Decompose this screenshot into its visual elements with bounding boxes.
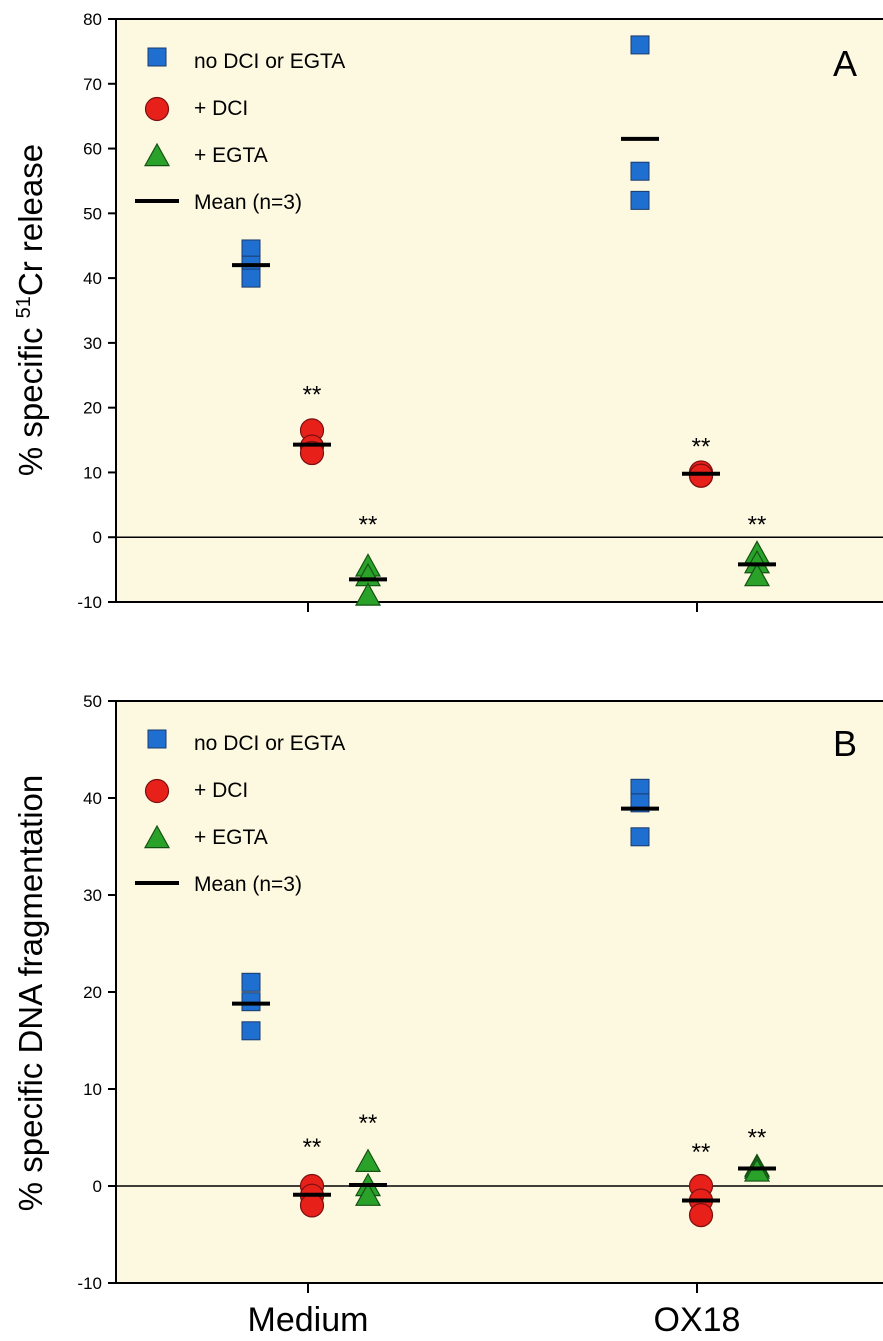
panel-b: -10 0 10 20 30 40 50 ** ** ** ** no DCI or EGTA + … <box>12 692 883 1293</box>
y-axis-a: -10 0 10 20 30 40 50 60 70 80 <box>77 10 883 612</box>
y-tick-label-b: -10 <box>77 1274 102 1293</box>
panel-a: -10 0 10 20 30 40 50 60 70 80 ** ** ** ** no DCI or … <box>12 10 883 612</box>
legend-label-egta-a: + EGTA <box>194 144 268 167</box>
panel-letter-a: A <box>833 43 857 84</box>
legend-no-icon-b <box>147 729 167 749</box>
y-tick-label-a: 50 <box>83 204 102 223</box>
y-axis-label-b: % specific DNA fragmentation <box>12 775 49 1212</box>
no-point-a <box>630 35 650 55</box>
no-point-b <box>630 827 650 847</box>
legend-egta-icon-a <box>143 142 171 167</box>
y-tick-label-b: 50 <box>83 692 102 711</box>
y-axis-label-a: % specific 51Cr release <box>12 144 49 476</box>
significance-marker-a: ** <box>303 382 322 409</box>
y-tick-label-a: 40 <box>83 269 102 288</box>
panel-letter-b: B <box>833 723 857 764</box>
y-tick-label-a: 80 <box>83 10 102 29</box>
y-tick-label-a: 60 <box>83 140 102 159</box>
legend-dci-icon-a <box>144 96 170 122</box>
x-category-label-ox18: OX18 <box>654 1301 741 1339</box>
significance-marker-a: ** <box>748 511 767 538</box>
no-point-a <box>241 239 261 259</box>
data-marks-a: ** ** ** ** <box>232 35 776 606</box>
no-point-b <box>241 972 261 992</box>
legend-egta-icon-b <box>143 824 171 849</box>
legend-label-mean-b: Mean (n=3) <box>194 873 302 896</box>
egta-point-b <box>354 1182 382 1206</box>
no-point-b <box>241 1021 261 1041</box>
plot-area-a <box>116 19 883 602</box>
significance-marker-b: ** <box>748 1125 767 1152</box>
y-tick-label-a: -10 <box>77 593 102 612</box>
legend-a: no DCI or EGTA + DCI + EGTA Mean (n=3) <box>135 47 345 214</box>
data-marks-b: ** ** ** ** <box>232 778 776 1228</box>
dci-point-b <box>688 1202 714 1228</box>
egta-point-a <box>354 582 382 606</box>
significance-marker-b: ** <box>303 1134 322 1161</box>
legend-dci-icon-b <box>144 778 170 804</box>
legend-label-dci-b: + DCI <box>194 779 248 802</box>
y-tick-label-a: 0 <box>93 528 102 547</box>
significance-marker-a: ** <box>359 511 378 538</box>
egta-point-b <box>354 1148 382 1172</box>
no-point-a <box>630 190 650 210</box>
egta-point-a <box>743 562 771 587</box>
y-tick-label-a: 20 <box>83 399 102 418</box>
no-point-a <box>241 268 261 288</box>
legend-label-no-b: no DCI or EGTA <box>194 732 345 755</box>
x-category-label-medium: Medium <box>248 1301 369 1339</box>
legend-label-mean-a: Mean (n=3) <box>194 191 302 214</box>
y-tick-label-a: 30 <box>83 334 102 353</box>
significance-marker-a: ** <box>692 434 711 461</box>
legend-label-no-a: no DCI or EGTA <box>194 50 345 73</box>
legend-label-egta-b: + EGTA <box>194 826 268 849</box>
no-point-a <box>630 161 650 181</box>
y-tick-label-b: 30 <box>83 886 102 905</box>
y-tick-label-a: 10 <box>83 463 102 482</box>
significance-marker-b: ** <box>692 1139 711 1166</box>
y-tick-label-a: 70 <box>83 75 102 94</box>
y-tick-label-b: 10 <box>83 1080 102 1099</box>
significance-marker-b: ** <box>359 1110 378 1137</box>
dci-point-b <box>299 1193 325 1218</box>
y-tick-label-b: 0 <box>93 1177 102 1196</box>
y-tick-label-b: 20 <box>83 983 102 1002</box>
legend-label-dci-a: + DCI <box>194 97 248 120</box>
dci-point-a <box>299 440 325 466</box>
y-axis-b: -10 0 10 20 30 40 50 <box>77 692 883 1293</box>
legend-b: no DCI or EGTA + DCI + EGTA Mean (n=3) <box>135 729 345 896</box>
legend-no-icon-a <box>147 47 167 67</box>
y-tick-label-b: 40 <box>83 789 102 808</box>
